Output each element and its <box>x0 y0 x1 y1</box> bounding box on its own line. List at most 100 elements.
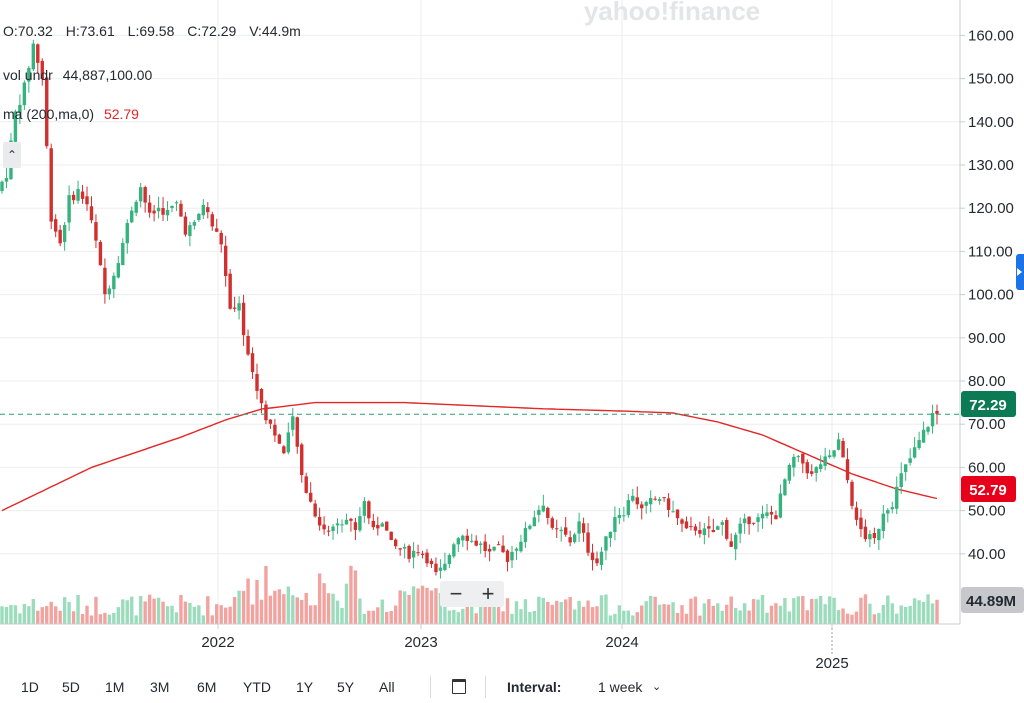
candle-body <box>854 507 859 520</box>
candle <box>246 329 250 356</box>
open-value: O:70.32 <box>3 23 53 39</box>
candle <box>501 535 505 554</box>
candle-body <box>380 523 384 527</box>
volume-bar <box>729 596 733 624</box>
candle-body <box>165 209 170 216</box>
candle <box>622 506 626 522</box>
volume-bar <box>662 604 666 624</box>
candle-body <box>608 531 613 539</box>
candle-body <box>416 552 420 554</box>
panel-expand-icon[interactable] <box>1016 254 1024 290</box>
candle-body <box>510 551 514 561</box>
candle <box>930 404 935 434</box>
chevron-up-icon[interactable]: ⌃ <box>3 142 21 168</box>
range-toolbar: 1D 5D 1M 3M 6M YTD 1Y 5Y All Interval: 1… <box>0 676 1024 698</box>
volume-bar <box>152 598 156 624</box>
volume-bar <box>496 598 501 624</box>
high-value: H:73.61 <box>65 23 115 39</box>
candle <box>192 220 197 230</box>
candle-body <box>778 493 783 518</box>
y-tick-label: 40.00 <box>968 546 1006 563</box>
volume-bar <box>599 595 604 624</box>
interval-select[interactable]: 1 week <box>598 679 643 695</box>
volume-bar <box>899 605 903 624</box>
volume-bar <box>765 612 769 624</box>
range-5y-button[interactable]: 5Y <box>337 679 355 695</box>
volume-bar <box>756 599 760 624</box>
candle <box>465 528 469 551</box>
zoom-out-button[interactable]: − <box>449 581 463 606</box>
range-all-button[interactable]: All <box>379 679 395 695</box>
volume-bar <box>53 606 58 624</box>
candle-body <box>617 514 622 519</box>
candle <box>358 507 362 533</box>
calendar-icon[interactable] <box>452 679 466 694</box>
candle <box>787 463 792 484</box>
range-1d-button[interactable]: 1D <box>21 679 39 695</box>
candle-body <box>774 515 778 520</box>
volume-bar <box>161 601 165 624</box>
volume-bar <box>116 607 121 624</box>
candle <box>273 418 277 442</box>
volume-bar <box>908 605 912 624</box>
candle-body <box>702 528 707 536</box>
candle-body <box>568 537 572 543</box>
vol-study-value: 44,887,100.00 <box>62 67 153 83</box>
ma-study-value: 52.79 <box>103 106 139 122</box>
volume-bar <box>402 591 407 624</box>
candle-body <box>738 523 742 534</box>
range-1m-button[interactable]: 1M <box>105 679 125 695</box>
candle <box>232 296 237 312</box>
candle <box>407 544 411 563</box>
volume-bar <box>465 595 469 624</box>
volume-bar <box>532 610 537 624</box>
candle <box>823 447 827 471</box>
candle <box>308 482 313 503</box>
volume-bar <box>170 605 174 624</box>
candle <box>729 533 733 548</box>
ma-study-label[interactable]: ma (200,ma,0) 52.79 <box>3 106 139 122</box>
chevron-down-icon[interactable]: ⌄ <box>652 681 662 693</box>
y-tick-label: 80.00 <box>968 373 1006 390</box>
range-6m-button[interactable]: 6M <box>197 679 217 695</box>
candle <box>313 499 317 518</box>
candle <box>581 517 586 542</box>
candle <box>398 547 402 556</box>
volume-bar <box>608 615 613 624</box>
zoom-in-button[interactable]: + <box>481 581 495 606</box>
candle-body <box>805 462 809 474</box>
volume-bar <box>380 599 384 624</box>
candle <box>760 505 765 529</box>
volume-study-label[interactable]: vol undr 44,887,100.00 <box>3 67 152 83</box>
candle <box>4 168 9 189</box>
candle-body <box>362 501 367 516</box>
range-3m-button[interactable]: 3M <box>150 679 170 695</box>
candle-body <box>273 424 277 436</box>
candle <box>94 214 98 249</box>
volume-bar <box>112 612 116 624</box>
candle-body <box>505 550 510 562</box>
candle <box>174 200 179 211</box>
range-ytd-button[interactable]: YTD <box>243 679 271 695</box>
volume-bar <box>581 606 586 624</box>
candle <box>832 450 836 459</box>
volume-bar <box>805 610 809 624</box>
candle-body <box>304 476 308 493</box>
volume-bar <box>335 600 340 624</box>
volume-bar <box>85 605 89 624</box>
volume-bar <box>250 604 255 624</box>
volume-bar <box>474 613 478 624</box>
range-5d-button[interactable]: 5D <box>62 679 80 695</box>
volume-bar <box>653 596 657 624</box>
candle <box>206 202 210 219</box>
candle <box>631 488 635 503</box>
range-1y-button[interactable]: 1Y <box>296 679 314 695</box>
candle-body <box>125 223 129 244</box>
candle <box>58 224 62 247</box>
volume-bar <box>487 600 492 624</box>
volume-bar <box>930 603 935 624</box>
volume-bar <box>331 593 335 624</box>
candle <box>447 553 452 569</box>
